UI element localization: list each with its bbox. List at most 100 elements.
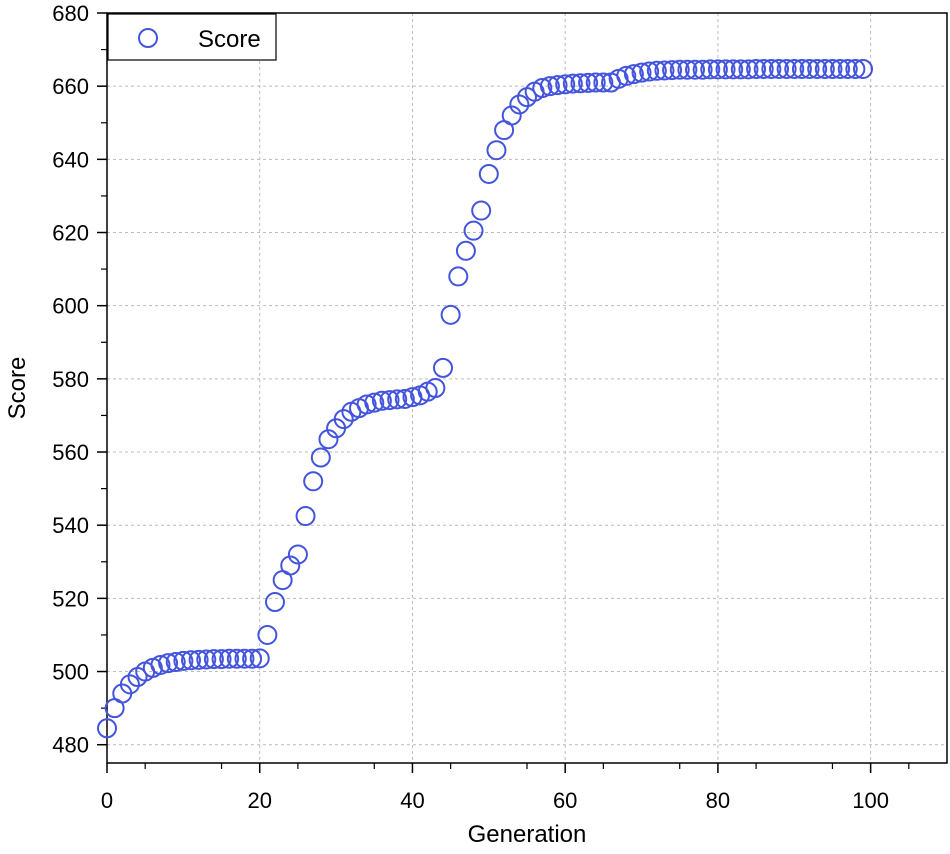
data-point — [242, 648, 263, 669]
data-point — [318, 429, 339, 450]
data-point — [181, 650, 201, 671]
data-point — [853, 58, 873, 79]
x-axis-title: Generation — [468, 821, 587, 848]
data-point — [234, 648, 255, 669]
data-point — [119, 674, 140, 695]
data-point — [257, 624, 278, 645]
data-point — [715, 59, 736, 80]
data-point — [730, 59, 751, 80]
data-point — [532, 78, 553, 98]
data-point — [150, 654, 171, 675]
data-point — [471, 200, 492, 221]
data-point — [562, 73, 583, 94]
data-point — [158, 653, 179, 674]
data-point — [265, 592, 285, 613]
data-point — [707, 59, 728, 80]
y-tick-label: 520 — [52, 586, 89, 611]
y-tick-label: 480 — [52, 733, 89, 758]
y-tick-label: 640 — [52, 147, 89, 172]
data-point — [211, 649, 232, 670]
data-point — [570, 73, 591, 94]
tick-layer: 0 20 40 60 80 100 480 500 520 540 560 580 600 620 640 6… — [52, 1, 910, 813]
data-point — [593, 72, 614, 93]
data-point — [287, 544, 308, 565]
data-point — [356, 394, 377, 415]
data-point — [723, 59, 744, 80]
data-point — [188, 649, 209, 670]
data-point — [639, 61, 660, 82]
data-point — [219, 648, 240, 669]
data-point — [203, 649, 224, 670]
data-point — [578, 72, 599, 93]
y-tick-label: 680 — [52, 1, 89, 26]
data-point — [433, 357, 453, 378]
data-point — [478, 163, 499, 184]
data-point — [249, 648, 270, 669]
data-point — [173, 650, 194, 671]
data-point — [303, 471, 324, 492]
data-point — [830, 58, 851, 79]
y-tick-label: 540 — [52, 513, 89, 538]
data-point — [685, 59, 705, 80]
data-point — [295, 506, 316, 527]
data-point — [196, 649, 217, 670]
data-point — [425, 378, 446, 398]
data-point — [333, 409, 354, 430]
data-point — [539, 76, 560, 97]
legend-label: Score — [198, 26, 261, 53]
data-point — [776, 58, 797, 79]
data-point — [738, 59, 759, 80]
y-axis-title: Score — [4, 357, 31, 420]
data-point — [799, 58, 820, 79]
y-tick-label: 600 — [52, 294, 89, 319]
data-point — [700, 59, 721, 80]
y-tick-label: 620 — [52, 221, 89, 246]
y-tick-label: 560 — [52, 440, 89, 465]
data-points — [97, 58, 873, 739]
y-tick-label: 500 — [52, 660, 89, 685]
data-point — [616, 65, 637, 86]
data-point — [585, 72, 606, 93]
legend-marker — [138, 28, 158, 48]
data-point — [746, 58, 767, 79]
data-point — [814, 58, 835, 79]
data-point — [455, 240, 476, 261]
data-point — [394, 388, 415, 409]
data-point — [822, 58, 843, 79]
x-tick-label: 100 — [852, 788, 889, 813]
data-point — [280, 555, 301, 576]
data-point — [501, 105, 522, 126]
data-point — [440, 304, 461, 325]
data-point — [669, 59, 690, 80]
x-tick-label: 40 — [400, 788, 424, 813]
data-point — [807, 58, 828, 79]
data-point — [371, 390, 392, 411]
data-point — [761, 58, 782, 79]
data-point — [753, 58, 774, 79]
data-point — [547, 75, 568, 96]
data-point — [509, 94, 530, 115]
data-point — [226, 648, 247, 669]
legend-box — [107, 13, 277, 61]
x-tick-label: 60 — [553, 788, 577, 813]
data-point — [364, 392, 385, 413]
data-point — [845, 58, 866, 79]
data-point — [662, 60, 683, 81]
data-point — [769, 58, 789, 79]
data-point — [555, 74, 576, 95]
data-point — [677, 59, 698, 80]
data-point — [97, 718, 117, 739]
data-point — [631, 62, 652, 83]
data-point — [646, 60, 667, 81]
data-point — [654, 60, 675, 81]
data-point — [784, 58, 805, 79]
x-tick-label: 80 — [706, 788, 730, 813]
data-point — [623, 64, 644, 85]
data-point — [486, 140, 507, 161]
data-point — [448, 266, 469, 287]
y-tick-label: 580 — [52, 367, 89, 392]
data-point — [379, 390, 400, 411]
x-tick-label: 0 — [101, 788, 113, 813]
